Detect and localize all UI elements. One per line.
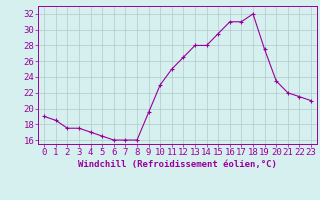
X-axis label: Windchill (Refroidissement éolien,°C): Windchill (Refroidissement éolien,°C) (78, 160, 277, 169)
